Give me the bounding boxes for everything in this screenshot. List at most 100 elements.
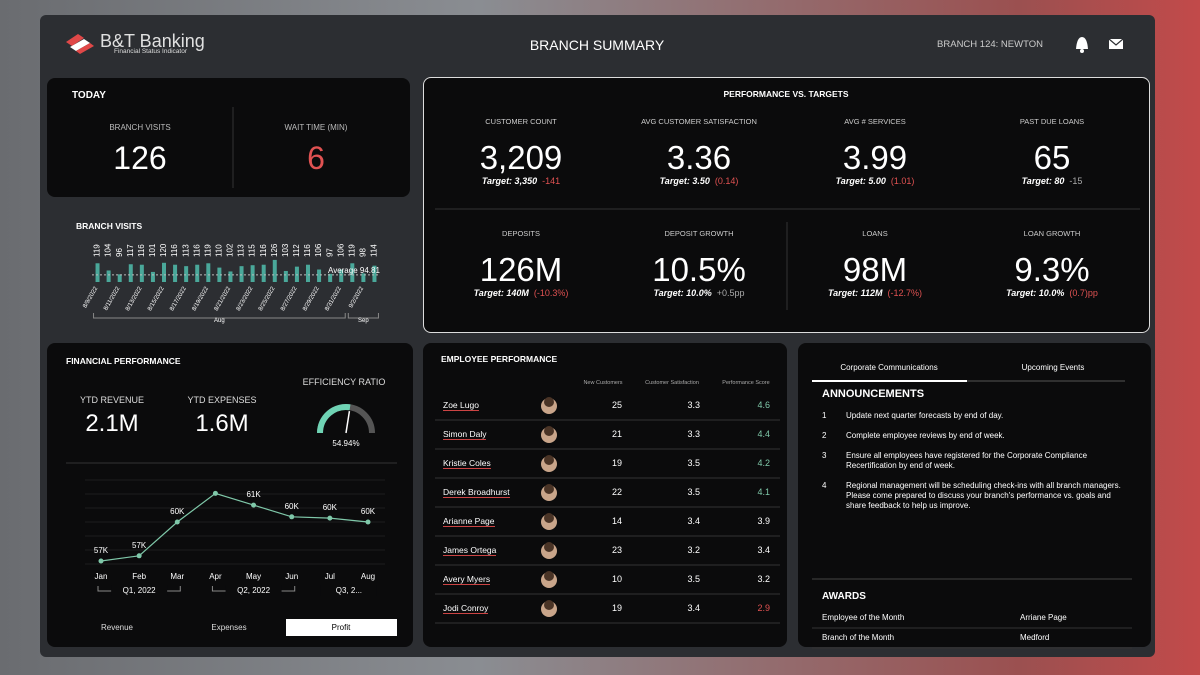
data-label: 113 — [237, 244, 246, 257]
point — [212, 490, 218, 496]
group-label: Q2, 2022 — [237, 586, 270, 595]
data-label: 110 — [214, 244, 223, 257]
new-customers: 25 — [611, 400, 622, 410]
bar — [328, 273, 333, 282]
employee-name[interactable]: Avery Myers — [443, 574, 491, 585]
employee-name[interactable]: Kristie Coles — [443, 458, 491, 469]
employee-name[interactable]: Jodi Conroy — [443, 603, 489, 614]
bar — [239, 266, 244, 282]
bar — [106, 270, 111, 282]
data-label: 98 — [358, 248, 367, 257]
target: Target: 80 — [1021, 176, 1065, 186]
kpi-label: DEPOSITS — [502, 229, 540, 238]
group-bracket — [93, 313, 346, 319]
x-tick-label: Mar — [170, 572, 184, 581]
x-tick-label: 9/2/2022 — [348, 285, 365, 309]
metric-value: 6 — [307, 140, 325, 176]
bell-icon[interactable] — [1076, 37, 1088, 53]
kpi-value: 3,209 — [479, 139, 563, 176]
variance: +0.5pp — [716, 288, 745, 298]
bar — [228, 271, 233, 282]
variance: -141 — [542, 176, 561, 186]
variance: (1.01) — [890, 176, 915, 186]
satisfaction: 3.4 — [687, 603, 700, 613]
gauge-value — [317, 404, 351, 434]
data-label: 101 — [148, 243, 157, 257]
group-label-bg — [111, 585, 168, 596]
bar — [139, 264, 144, 282]
kpi-value: 98M — [842, 251, 908, 288]
tab[interactable]: Revenue — [100, 623, 134, 632]
mail-icon[interactable] — [1108, 38, 1124, 49]
data-label: 60K — [170, 507, 185, 516]
data-label: 126 — [270, 243, 279, 257]
data-label: 106 — [314, 243, 323, 257]
kpi-target: Target: 10.0% (0.7)pp — [1006, 288, 1098, 298]
data-label: 116 — [137, 244, 146, 257]
new-customers: 22 — [611, 487, 622, 497]
data-label: 106 — [336, 243, 345, 257]
data-label: 116 — [303, 244, 312, 257]
x-tick-label: Apr — [209, 572, 222, 581]
data-label: 96 — [115, 248, 124, 257]
financial-panel — [47, 343, 413, 647]
communications-panel — [798, 343, 1151, 647]
tab[interactable]: Profit — [331, 623, 351, 632]
group-label: Sep — [358, 318, 369, 324]
data-label: 119 — [347, 244, 356, 257]
target: Target: 140M — [473, 288, 529, 298]
new-customers: 21 — [611, 429, 622, 439]
score: 4.2 — [757, 458, 770, 468]
point — [251, 502, 257, 508]
metric-label: WAIT TIME (MIN) — [284, 123, 348, 132]
tab[interactable]: Upcoming Events — [1021, 363, 1085, 372]
bar — [217, 267, 222, 282]
point — [136, 553, 142, 559]
x-tick-label: 8/31/2022 — [324, 285, 343, 312]
bar — [184, 266, 189, 282]
bar — [272, 259, 277, 282]
bar — [150, 271, 155, 282]
x-tick-label: 8/29/2022 — [302, 285, 321, 312]
bar — [117, 274, 122, 282]
kpi-target: Target: 140M (-10.3%) — [474, 288, 569, 298]
x-tick-label: 8/27/2022 — [280, 285, 299, 312]
tab[interactable]: Expenses — [211, 623, 247, 632]
award-value: Medford — [1020, 633, 1050, 642]
employee-name[interactable]: Arianne Page — [443, 516, 495, 527]
x-tick-label: 8/21/2022 — [214, 285, 233, 312]
new-customers: 19 — [611, 603, 622, 613]
award-value: Arriane Page — [1020, 613, 1067, 622]
kpi-label: AVG CUSTOMER SATISFACTION — [641, 117, 757, 126]
score: 3.4 — [757, 545, 770, 555]
x-tick-label: May — [246, 572, 261, 581]
score: 2.9 — [757, 603, 770, 613]
data-label: 112 — [292, 244, 301, 257]
employee-name[interactable]: Derek Broadhurst — [443, 487, 510, 498]
gauge-label: 54.94% — [332, 439, 359, 448]
metric-value: 126 — [113, 140, 167, 176]
target: Target: 10.0% — [1006, 288, 1065, 298]
employee-name[interactable]: Simon Daly — [443, 429, 487, 440]
section-title: AWARDS — [822, 591, 866, 602]
item-number: 3 — [822, 451, 827, 460]
avatar-hair — [544, 600, 554, 610]
gauge-title: EFFICIENCY RATIO — [302, 377, 386, 387]
target: Target: 112M — [827, 288, 883, 298]
data-label: 115 — [248, 244, 257, 257]
point — [98, 558, 104, 564]
kpi-value: 3.99 — [842, 139, 908, 176]
employee-name[interactable]: Zoe Lugo — [443, 400, 479, 411]
variance: -15 — [1069, 176, 1083, 186]
metric-value: 2.1M — [85, 410, 139, 437]
item-text: Update next quarter forecasts by end of … — [846, 411, 1004, 420]
avatar-hair — [544, 426, 554, 436]
data-label: 114 — [370, 244, 379, 257]
employee-name[interactable]: James Ortega — [443, 545, 497, 556]
employee-panel — [423, 343, 787, 647]
tab[interactable]: Corporate Communications — [840, 363, 938, 372]
kpi-value: 3.36 — [666, 139, 732, 176]
bar — [162, 262, 166, 282]
